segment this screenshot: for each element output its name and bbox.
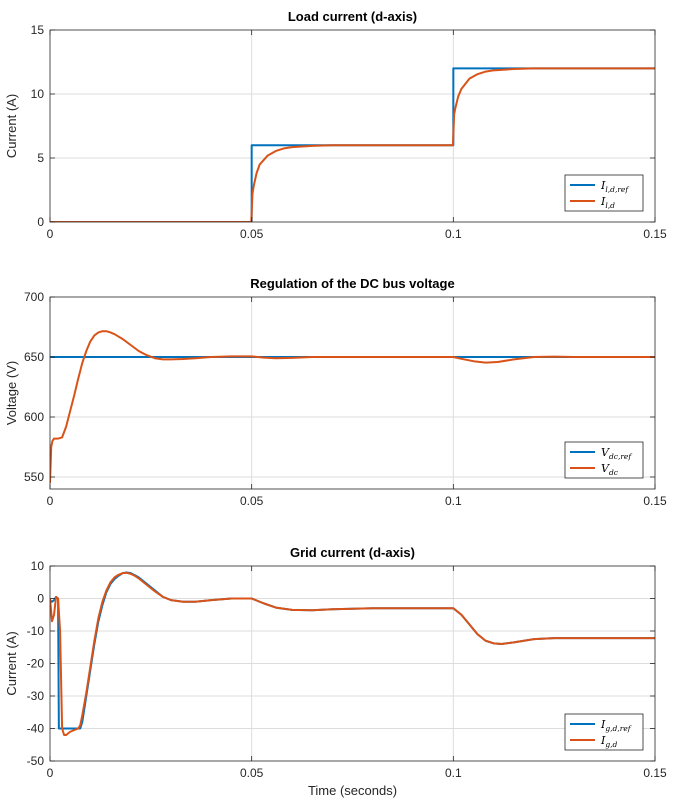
y-tick-label: -40 <box>27 722 45 736</box>
y-tick-label: 0 <box>37 592 44 606</box>
y-axis-label: Current (A) <box>4 631 19 695</box>
series-line-l-d <box>50 67 655 222</box>
legend-entry: Vdc,ref <box>601 446 632 461</box>
y-tick-label: 15 <box>31 23 45 37</box>
y-tick-label: -10 <box>27 624 45 638</box>
x-tick-label: 0.05 <box>240 766 264 780</box>
x-tick-label: 0.1 <box>445 494 462 508</box>
chart-title: Regulation of the DC bus voltage <box>250 276 454 291</box>
series-line-g-d <box>50 571 655 736</box>
legend-subscript: g,d,ref <box>605 724 631 733</box>
x-tick-label: 0.1 <box>445 766 462 780</box>
legend-subscript: dc,ref <box>609 452 632 461</box>
chart-panel-2: 0 0.05 0.1 0.15 550 600 650 700 Regulation of th… <box>4 276 667 508</box>
legend-subscript: l,d <box>605 201 615 210</box>
chart-title: Load current (d-axis) <box>288 9 417 24</box>
y-tick-label: 5 <box>37 151 44 165</box>
legend-entry: Il,d <box>600 195 615 210</box>
legend-subscript: dc <box>609 468 619 477</box>
x-tick-label: 0 <box>47 494 54 508</box>
x-tick-label: 0 <box>47 766 54 780</box>
y-tick-label: 10 <box>31 559 45 573</box>
legend-subscript: g,d <box>605 740 617 749</box>
y-axis-label: Current (A) <box>4 94 19 158</box>
x-tick-label: 0.15 <box>643 766 667 780</box>
x-tick-label: 0.15 <box>643 494 667 508</box>
x-tick-label: 0 <box>47 227 54 241</box>
chart-title: Grid current (d-axis) <box>290 545 415 560</box>
y-tick-label: -30 <box>27 689 45 703</box>
y-tick-label: 700 <box>24 290 44 304</box>
series-line-dc <box>50 330 655 484</box>
y-tick-label: -50 <box>27 754 45 768</box>
legend-symbol: I <box>600 195 606 208</box>
legend-symbol: V <box>601 462 610 475</box>
y-tick-label: 10 <box>31 87 45 101</box>
legend-subscript: l,d,ref <box>605 185 629 194</box>
legend-symbol: I <box>600 179 606 192</box>
legend-box <box>564 713 644 751</box>
y-tick-label: -20 <box>27 657 45 671</box>
y-tick-label: 650 <box>24 350 44 364</box>
plot-area <box>50 30 655 222</box>
legend-box <box>564 441 644 479</box>
legend-symbol: I <box>600 718 606 731</box>
x-tick-label: 0.05 <box>240 227 264 241</box>
legend-box <box>564 174 644 212</box>
legend-entry: Ig,d <box>600 734 618 749</box>
axes-box <box>49 296 656 490</box>
chart-panel-1: 0 0.05 0.1 0.15 0 5 10 15 Load current (d-axis) C… <box>4 9 667 241</box>
x-axis-label: Time (seconds) <box>308 783 397 798</box>
y-tick-label: 600 <box>24 410 44 424</box>
plot-area <box>50 297 655 489</box>
y-axis-label: Voltage (V) <box>4 361 19 425</box>
x-tick-label: 0.1 <box>445 227 462 241</box>
chart-panel-3: 0 0.05 0.1 0.15 -50 -40 -30 -20 -10 0 10 Grid curre… <box>4 545 667 798</box>
legend-entry: Ig,d,ref <box>600 718 632 733</box>
x-tick-label: 0.15 <box>643 227 667 241</box>
legend-symbol: I <box>600 734 606 747</box>
x-tick-label: 0.05 <box>240 494 264 508</box>
y-tick-label: 550 <box>24 470 44 484</box>
axes-box <box>49 29 656 223</box>
y-tick-label: 0 <box>37 215 44 229</box>
legend-entry: Il,d,ref <box>600 179 629 194</box>
legend-entry: Vdc <box>601 462 619 477</box>
legend-symbol: V <box>601 446 610 459</box>
